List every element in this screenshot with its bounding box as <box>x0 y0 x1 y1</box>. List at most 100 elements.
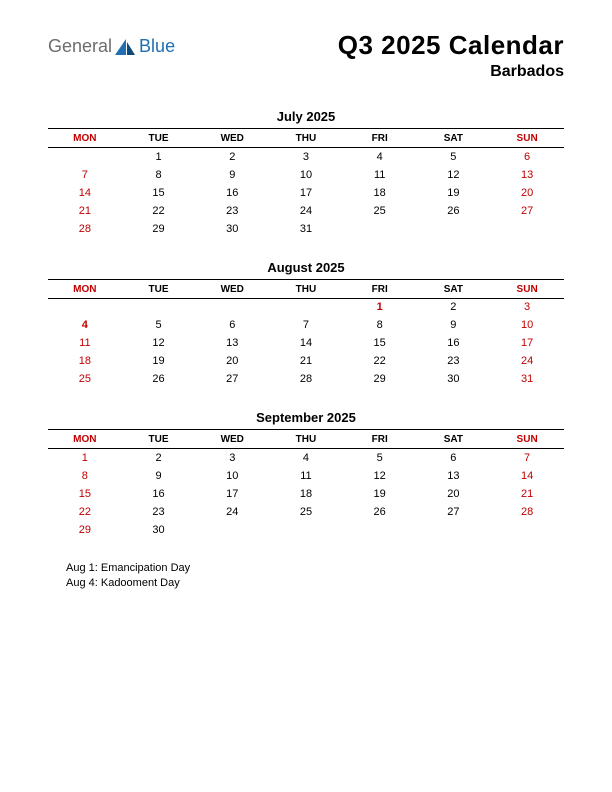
day-header: FRI <box>343 129 417 148</box>
calendar-cell: 12 <box>417 166 491 184</box>
month-title: August 2025 <box>48 260 564 275</box>
calendar-cell: 11 <box>48 334 122 352</box>
calendar-cell: 15 <box>122 184 196 202</box>
calendar-row: 11121314151617 <box>48 334 564 352</box>
calendar-cell <box>195 521 269 539</box>
calendar-cell: 25 <box>343 202 417 220</box>
page-title: Q3 2025 Calendar <box>338 30 564 61</box>
calendar-cell: 3 <box>195 449 269 467</box>
calendar-cell: 19 <box>417 184 491 202</box>
calendar-cell: 25 <box>48 370 122 388</box>
month-title: July 2025 <box>48 109 564 124</box>
calendar-cell <box>122 298 196 316</box>
calendar-cell: 8 <box>343 316 417 334</box>
calendar-row: 14151617181920 <box>48 184 564 202</box>
calendar-cell: 20 <box>195 352 269 370</box>
day-header: TUE <box>122 129 196 148</box>
calendar-cell: 5 <box>417 148 491 166</box>
calendar-cell: 16 <box>195 184 269 202</box>
calendar-cell: 29 <box>48 521 122 539</box>
calendar-cell: 5 <box>122 316 196 334</box>
calendar-cell: 26 <box>122 370 196 388</box>
holiday-item: Aug 1: Emancipation Day <box>66 561 564 577</box>
calendar-cell: 30 <box>122 521 196 539</box>
day-header: MON <box>48 430 122 449</box>
calendar-cell: 30 <box>195 220 269 238</box>
calendar-cell <box>343 220 417 238</box>
calendar-cell: 13 <box>417 467 491 485</box>
calendar-table: MONTUEWEDTHUFRISATSUN1234567891011121314… <box>48 128 564 238</box>
calendar-cell: 29 <box>343 370 417 388</box>
calendar-cell: 18 <box>269 485 343 503</box>
calendar-row: 123 <box>48 298 564 316</box>
calendar-cell: 6 <box>490 148 564 166</box>
calendar-cell: 27 <box>490 202 564 220</box>
day-header: TUE <box>122 430 196 449</box>
calendar-cell: 19 <box>343 485 417 503</box>
calendar-cell: 22 <box>343 352 417 370</box>
title-block: Q3 2025 Calendar Barbados <box>338 30 564 81</box>
calendar-cell: 22 <box>48 503 122 521</box>
calendar-cell: 13 <box>490 166 564 184</box>
calendar-cell <box>269 521 343 539</box>
calendar-row: 2930 <box>48 521 564 539</box>
calendar-cell: 27 <box>417 503 491 521</box>
calendar-row: 22232425262728 <box>48 503 564 521</box>
calendar-cell: 19 <box>122 352 196 370</box>
day-header: WED <box>195 129 269 148</box>
day-header: MON <box>48 129 122 148</box>
calendar-cell: 11 <box>269 467 343 485</box>
day-header: SAT <box>417 279 491 298</box>
calendar-cell: 21 <box>490 485 564 503</box>
day-header: WED <box>195 430 269 449</box>
month-title: September 2025 <box>48 410 564 425</box>
calendar-table: MONTUEWEDTHUFRISATSUN1234567891011121314… <box>48 429 564 539</box>
calendar-cell: 27 <box>195 370 269 388</box>
calendar-cell: 3 <box>269 148 343 166</box>
calendar-cell: 10 <box>269 166 343 184</box>
calendar-cell <box>195 298 269 316</box>
calendar-row: 15161718192021 <box>48 485 564 503</box>
calendar-cell: 14 <box>48 184 122 202</box>
calendar-cell: 28 <box>490 503 564 521</box>
calendar-cell: 20 <box>490 184 564 202</box>
calendar-cell: 17 <box>269 184 343 202</box>
calendar-cell: 25 <box>269 503 343 521</box>
calendar-cell: 31 <box>269 220 343 238</box>
header: General Blue Q3 2025 Calendar Barbados <box>48 30 564 81</box>
calendar-cell: 7 <box>48 166 122 184</box>
day-header: SAT <box>417 129 491 148</box>
calendar-cell: 28 <box>48 220 122 238</box>
calendar-cell: 5 <box>343 449 417 467</box>
calendar-row: 891011121314 <box>48 467 564 485</box>
calendar-cell: 1 <box>343 298 417 316</box>
logo: General Blue <box>48 36 175 57</box>
calendar-cell: 2 <box>122 449 196 467</box>
calendar-cell: 11 <box>343 166 417 184</box>
calendar-cell: 29 <box>122 220 196 238</box>
day-header: SUN <box>490 430 564 449</box>
calendar-row: 28293031 <box>48 220 564 238</box>
day-header: MON <box>48 279 122 298</box>
calendar-cell: 9 <box>417 316 491 334</box>
calendar-cell: 3 <box>490 298 564 316</box>
day-header: FRI <box>343 279 417 298</box>
calendar-cell: 10 <box>490 316 564 334</box>
calendar-cell: 9 <box>195 166 269 184</box>
calendar-cell: 7 <box>269 316 343 334</box>
day-header: SUN <box>490 279 564 298</box>
day-header: SAT <box>417 430 491 449</box>
calendar-row: 21222324252627 <box>48 202 564 220</box>
calendar-cell: 28 <box>269 370 343 388</box>
calendar-cell: 23 <box>195 202 269 220</box>
calendar-cell: 10 <box>195 467 269 485</box>
calendar-cell: 14 <box>269 334 343 352</box>
day-header: THU <box>269 129 343 148</box>
day-header: FRI <box>343 430 417 449</box>
calendar-cell: 4 <box>343 148 417 166</box>
calendar-cell: 16 <box>417 334 491 352</box>
day-header: THU <box>269 279 343 298</box>
calendar-cell: 17 <box>195 485 269 503</box>
calendar-cell: 18 <box>343 184 417 202</box>
calendar-cell: 2 <box>195 148 269 166</box>
